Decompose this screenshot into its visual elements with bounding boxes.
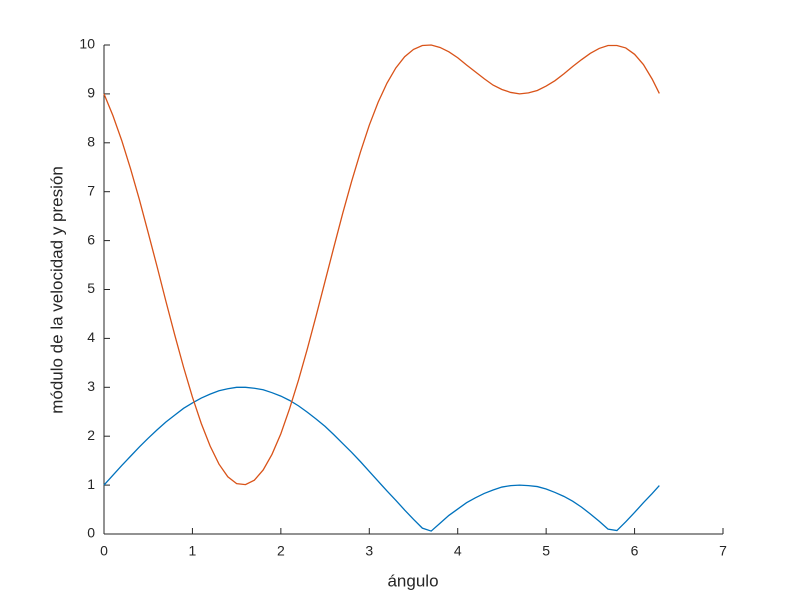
y-tick-label: 6 (87, 231, 95, 247)
x-tick-label: 3 (365, 543, 373, 559)
y-tick-label: 0 (87, 525, 95, 541)
series-line (103, 386, 660, 532)
y-tick-label: 9 (87, 85, 95, 101)
x-tick-label: 0 (100, 543, 108, 559)
x-tick-label: 4 (454, 543, 462, 559)
y-tick-label: 3 (87, 378, 95, 394)
y-tick-label: 7 (87, 182, 95, 198)
y-tick-label: 1 (87, 476, 95, 492)
x-tick-label: 6 (631, 543, 639, 559)
y-tick-label: 4 (87, 329, 95, 345)
y-axis-label: módulo de la velocidad y presión (47, 166, 66, 414)
x-tick-label: 2 (277, 543, 285, 559)
x-tick-label: 5 (542, 543, 550, 559)
series-line (103, 44, 660, 486)
x-tick-label: 1 (189, 543, 197, 559)
x-tick-label: 7 (719, 543, 727, 559)
y-tick-label: 8 (87, 134, 95, 150)
y-tick-label: 5 (87, 280, 95, 296)
x-axis-label: ángulo (387, 571, 438, 590)
y-tick-label: 10 (79, 36, 95, 52)
y-tick-label: 2 (87, 427, 95, 443)
